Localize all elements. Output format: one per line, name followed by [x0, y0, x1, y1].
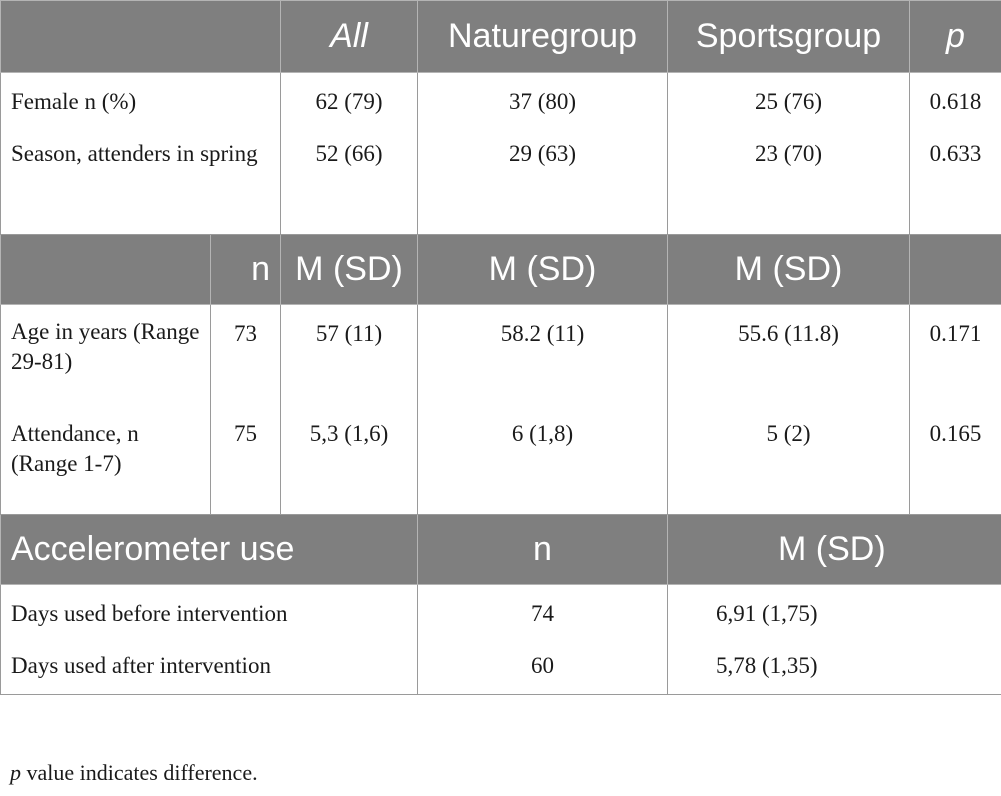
- section2-sports: 55.6 (11.8) 5 (2): [667, 304, 910, 515]
- header2-empty-p: [909, 234, 1001, 305]
- row-attendance-all: 5,3 (1,6): [309, 421, 389, 446]
- header2-all-msd: M (SD): [280, 234, 418, 305]
- header3-msd: M (SD): [667, 514, 1001, 585]
- header3-title: Accelerometer use: [0, 514, 418, 585]
- row-before-msd: 6,91 (1,75): [716, 601, 818, 626]
- header-naturegroup: Naturegroup: [417, 0, 668, 73]
- header-row-groups: All Naturegroup Sportsgroup p: [0, 0, 1001, 73]
- section3-n: 74 60: [417, 584, 668, 695]
- row-age-label: Age in years (Range 29-81): [11, 319, 200, 374]
- row-attendance-n: 75: [234, 421, 257, 446]
- row-age-sports: 55.6 (11.8): [738, 321, 839, 346]
- header-empty-cell: [0, 0, 281, 73]
- footnote-text: value indicates difference.: [21, 760, 258, 785]
- section2-nature: 58.2 (11) 6 (1,8): [417, 304, 668, 515]
- section2-body: Age in years (Range 29-81) Attendance, n…: [0, 304, 1001, 515]
- row-before-n: 74: [531, 601, 554, 626]
- header2-sports-msd: M (SD): [667, 234, 910, 305]
- header-all: All: [280, 0, 418, 73]
- section2-p: 0.171 0.165: [909, 304, 1001, 515]
- table-footnote: p value indicates difference.: [10, 760, 258, 786]
- row-age-p: 0.171: [929, 321, 982, 346]
- footnote-p: p: [10, 760, 21, 785]
- row-attendance-label: Attendance, n (Range 1-7): [11, 421, 139, 476]
- row-season-p: 0.633: [929, 141, 982, 166]
- row-female-sports: 25 (76): [754, 89, 823, 114]
- row-female-label: Female n (%): [11, 89, 137, 114]
- row-female-nature: 37 (80): [508, 89, 577, 114]
- row-after-label: Days used after intervention: [11, 653, 271, 678]
- header-sportsgroup: Sportsgroup: [667, 0, 910, 73]
- section2-n: 73 75: [210, 304, 281, 515]
- row-season-all: 52 (66): [315, 141, 383, 166]
- header-p: p: [909, 0, 1001, 73]
- row-age-n: 73: [234, 321, 257, 346]
- section1-labels: Female n (%) Season, attenders in spring: [0, 72, 281, 235]
- row-female-all: 62 (79): [315, 89, 383, 114]
- row-age-all: 57 (11): [315, 321, 383, 346]
- row-before-label: Days used before intervention: [11, 601, 288, 626]
- section3-body: Days used before intervention Days used …: [0, 584, 1001, 695]
- section3-msd: 6,91 (1,75) 5,78 (1,35): [667, 584, 1001, 695]
- section1-nature: 37 (80) 29 (63): [417, 72, 668, 235]
- header-row-accelerometer: Accelerometer use n M (SD): [0, 514, 1001, 585]
- section2-labels: Age in years (Range 29-81) Attendance, n…: [0, 304, 211, 515]
- section1-body: Female n (%) Season, attenders in spring…: [0, 72, 1001, 235]
- header-row-stats: n M (SD) M (SD) M (SD): [0, 234, 1001, 305]
- row-female-p: 0.618: [929, 89, 982, 114]
- header3-n: n: [417, 514, 668, 585]
- row-after-msd: 5,78 (1,35): [716, 653, 818, 678]
- row-season-nature: 29 (63): [508, 141, 577, 166]
- section1-p: 0.618 0.633: [909, 72, 1001, 235]
- section1-sports: 25 (76) 23 (70): [667, 72, 910, 235]
- row-attendance-nature: 6 (1,8): [511, 421, 574, 446]
- section3-labels: Days used before intervention Days used …: [0, 584, 418, 695]
- row-after-n: 60: [531, 653, 554, 678]
- characteristics-table: All Naturegroup Sportsgroup p Female n (…: [0, 0, 1001, 695]
- section2-all: 57 (11) 5,3 (1,6): [280, 304, 418, 515]
- row-attendance-p: 0.165: [929, 421, 982, 446]
- row-season-label: Season, attenders in spring: [11, 141, 258, 166]
- row-season-sports: 23 (70): [754, 141, 823, 166]
- header2-n: n: [210, 234, 281, 305]
- section1-all: 62 (79) 52 (66): [280, 72, 418, 235]
- header2-nature-msd: M (SD): [417, 234, 668, 305]
- row-attendance-sports: 5 (2): [766, 421, 811, 446]
- row-age-nature: 58.2 (11): [500, 321, 585, 346]
- header2-empty-cell: [0, 234, 211, 305]
